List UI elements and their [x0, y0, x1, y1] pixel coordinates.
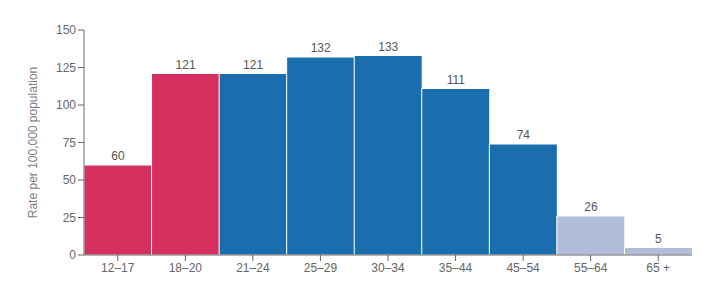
svg-text:74: 74 [517, 128, 531, 142]
svg-text:132: 132 [311, 41, 331, 55]
svg-text:18–20: 18–20 [169, 261, 203, 275]
svg-text:21–24: 21–24 [236, 261, 270, 275]
svg-text:60: 60 [111, 149, 125, 163]
svg-text:133: 133 [378, 40, 398, 54]
svg-text:45–54: 45–54 [506, 261, 540, 275]
svg-text:125: 125 [56, 61, 76, 75]
svg-text:0: 0 [69, 248, 76, 262]
svg-text:55–64: 55–64 [574, 261, 608, 275]
svg-text:Rate per 100,000 population: Rate per 100,000 population [26, 67, 40, 218]
svg-text:111: 111 [447, 73, 466, 87]
svg-text:12–17: 12–17 [101, 261, 135, 275]
svg-text:121: 121 [243, 58, 263, 72]
svg-text:65 +: 65 + [646, 261, 670, 275]
svg-text:26: 26 [584, 200, 598, 214]
svg-text:121: 121 [176, 58, 196, 72]
svg-text:35–44: 35–44 [439, 261, 473, 275]
svg-text:75: 75 [63, 136, 77, 150]
svg-text:25–29: 25–29 [304, 261, 338, 275]
svg-text:5: 5 [655, 232, 662, 246]
svg-text:150: 150 [56, 23, 76, 37]
svg-text:30–34: 30–34 [371, 261, 405, 275]
svg-text:100: 100 [56, 98, 76, 112]
svg-text:50: 50 [63, 173, 77, 187]
svg-text:25: 25 [63, 211, 77, 225]
